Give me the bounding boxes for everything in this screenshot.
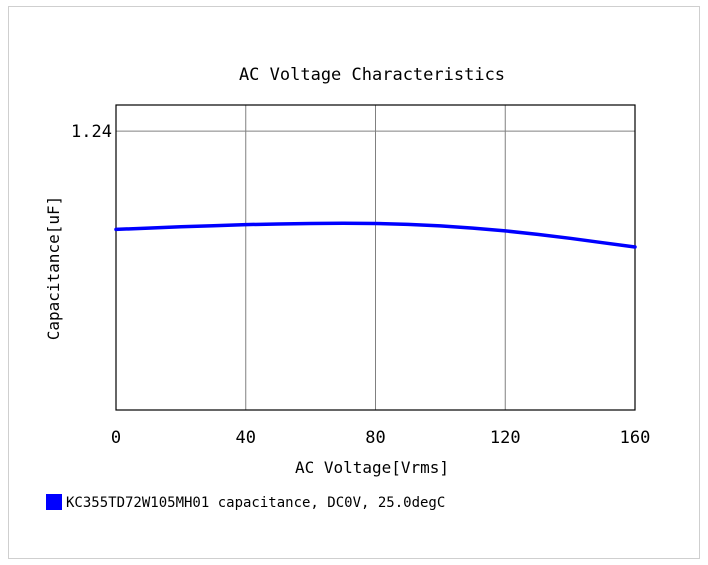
x-axis-label: AC Voltage[Vrms] [295,458,449,477]
grid-lines [116,105,635,410]
plot-area [115,104,636,411]
x-tick-label: 120 [490,428,521,448]
x-tick-label: 80 [365,428,385,448]
series-line-capacitance [114,221,637,249]
chart-frame [8,6,700,559]
x-tick-labels: 0 40 80 120 160 [111,428,650,448]
legend-label: KC355TD72W105MH01 capacitance, DC0V, 25.… [66,495,445,511]
x-tick-label: 40 [236,428,256,448]
y-tick-label: 1.24 [71,122,112,142]
x-tick-label: 160 [620,428,651,448]
x-tick-label: 0 [111,428,121,448]
y-tick-labels: 1.24 [71,122,112,142]
y-axis-label: Capacitance[uF] [44,196,63,341]
legend-swatch [46,494,62,510]
chart-title: AC Voltage Characteristics [239,65,505,85]
